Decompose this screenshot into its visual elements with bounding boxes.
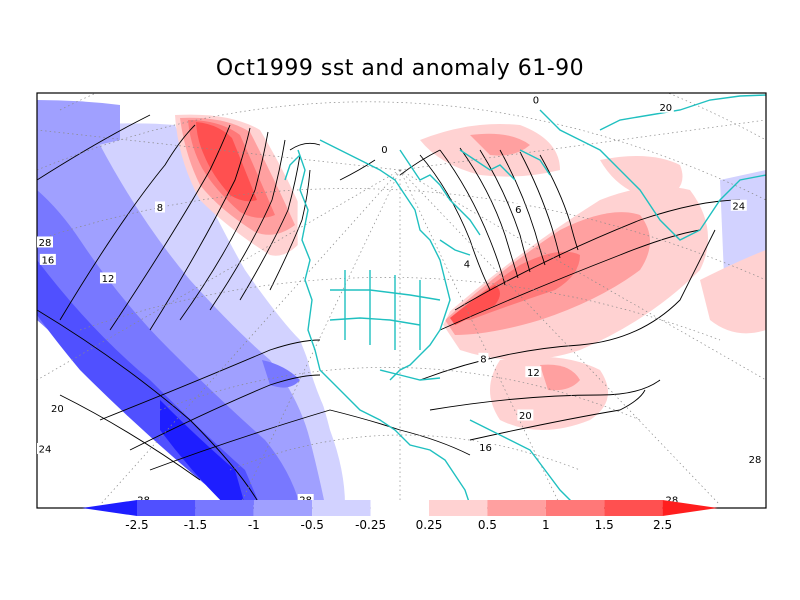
colorbar: -2.5 -1.5 -1 -0.5 -0.25 0.25 0.5 1 1.5 2.5 [82,500,718,532]
colorbar-swatch [545,500,605,516]
svg-text:24: 24 [732,201,745,212]
contour-label: 8 [154,201,165,214]
svg-text:8: 8 [480,354,486,365]
contour-label: 12 [525,366,542,379]
colorbar-swatch [604,500,663,516]
map-title: Oct1999 sst and anomaly 61-90 [215,56,585,81]
contour-label: 12 [99,272,116,285]
contour-label: 28 [37,236,53,249]
colorbar-tick-label: 1 [542,518,550,532]
svg-text:12: 12 [527,368,540,379]
colorbar-swatch [195,500,254,516]
contour-label: 24 [730,199,747,212]
contour-label: 20 [657,101,674,114]
contour-label: 16 [39,253,56,266]
contour-label: 20 [517,409,534,422]
colorbar-swatch [487,500,546,516]
colorbar-tick-label: 0.5 [478,518,497,532]
contour-label: 0 [530,94,541,107]
contour-label: 0 [379,143,390,156]
colorbar-tick-label: -0.5 [300,518,323,532]
contour-label: 28 [663,494,680,507]
svg-text:16: 16 [479,443,492,454]
graticule [37,93,766,506]
colorbar-tick-label: -1 [248,518,260,532]
svg-text:16: 16 [41,255,54,266]
contour-label: 16 [477,441,494,454]
coastlines [284,94,766,506]
colorbar-tick-label: -2.5 [125,518,148,532]
sst-contours [37,114,741,506]
svg-text:12: 12 [102,274,115,285]
colorbar-tick-label: 0.25 [416,518,443,532]
svg-text:4: 4 [464,260,470,271]
contour-label: 20 [49,402,66,415]
contour-label: 28 [747,453,763,466]
colorbar-swatch [312,500,371,516]
colorbar-tick-label: 1.5 [595,518,614,532]
colorbar-tick-label: 2.5 [653,518,672,532]
svg-text:24: 24 [39,444,52,455]
svg-text:20: 20 [519,411,532,422]
svg-text:28: 28 [749,455,762,466]
svg-text:20: 20 [659,103,672,114]
svg-text:8: 8 [157,203,163,214]
svg-text:0: 0 [533,96,539,107]
colorbar-arrow-low [82,500,137,516]
colorbar-arrow-high [662,500,718,516]
svg-text:28: 28 [39,238,52,249]
contour-label: 6 [513,203,524,216]
colorbar-swatch [370,500,429,516]
svg-text:28: 28 [665,496,678,507]
svg-text:0: 0 [381,145,387,156]
anomaly-shading-negative [37,100,766,505]
svg-text:6: 6 [515,205,521,216]
contour-label: 24 [37,442,53,455]
colorbar-tick-label: -1.5 [184,518,207,532]
contour-label: 4 [461,258,472,271]
svg-text:20: 20 [51,404,64,415]
colorbar-swatch [253,500,313,516]
colorbar-tick-label: -0.25 [355,518,386,532]
colorbar-swatch [137,500,196,516]
colorbar-swatch [429,500,488,516]
contour-label: 8 [478,352,489,365]
